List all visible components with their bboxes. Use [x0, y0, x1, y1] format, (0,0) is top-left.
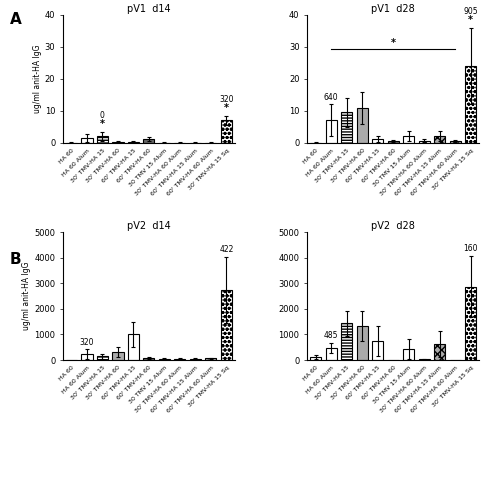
Title: pV2  d28: pV2 d28: [371, 222, 415, 232]
Text: 0: 0: [100, 111, 105, 120]
Bar: [221, 120, 232, 143]
Title: pV1  d28: pV1 d28: [371, 4, 415, 14]
Text: *: *: [100, 119, 105, 129]
Bar: [450, 141, 461, 143]
Text: B: B: [10, 252, 21, 268]
Text: *: *: [468, 15, 473, 25]
Bar: [128, 142, 139, 143]
Bar: [403, 136, 414, 143]
Bar: [419, 359, 430, 360]
Y-axis label: ug/ml anit-HA IgG: ug/ml anit-HA IgG: [33, 44, 42, 113]
Bar: [310, 356, 321, 360]
Bar: [434, 136, 445, 143]
Bar: [112, 142, 123, 143]
Bar: [97, 356, 108, 360]
Bar: [326, 120, 337, 143]
Bar: [341, 324, 352, 360]
Text: 320: 320: [80, 338, 94, 346]
Y-axis label: ug/ml anit-HA IgG: ug/ml anit-HA IgG: [22, 262, 31, 330]
Title: pV2  d14: pV2 d14: [127, 222, 171, 232]
Bar: [143, 139, 154, 143]
Bar: [326, 348, 337, 360]
Text: 422: 422: [219, 245, 234, 254]
Bar: [372, 139, 383, 143]
Bar: [403, 350, 414, 360]
Bar: [81, 138, 92, 143]
Bar: [174, 358, 185, 360]
Bar: [205, 358, 216, 360]
Bar: [143, 358, 154, 360]
Bar: [112, 352, 123, 360]
Bar: [341, 112, 352, 143]
Text: 485: 485: [324, 331, 338, 340]
Text: *: *: [391, 38, 395, 48]
Bar: [357, 108, 368, 143]
Text: 160: 160: [463, 244, 478, 254]
Bar: [388, 141, 399, 143]
Bar: [190, 358, 201, 360]
Bar: [372, 341, 383, 360]
Bar: [97, 136, 108, 143]
Bar: [419, 140, 430, 143]
Bar: [221, 290, 232, 360]
Text: *: *: [224, 103, 229, 113]
Bar: [357, 326, 368, 360]
Bar: [465, 66, 476, 143]
Text: 905: 905: [463, 8, 478, 16]
Bar: [465, 286, 476, 360]
Title: pV1  d14: pV1 d14: [127, 4, 171, 14]
Bar: [434, 344, 445, 360]
Text: A: A: [10, 12, 21, 28]
Text: 640: 640: [324, 93, 338, 102]
Bar: [128, 334, 139, 360]
Text: 320: 320: [219, 95, 234, 104]
Bar: [81, 354, 92, 360]
Bar: [159, 358, 170, 360]
